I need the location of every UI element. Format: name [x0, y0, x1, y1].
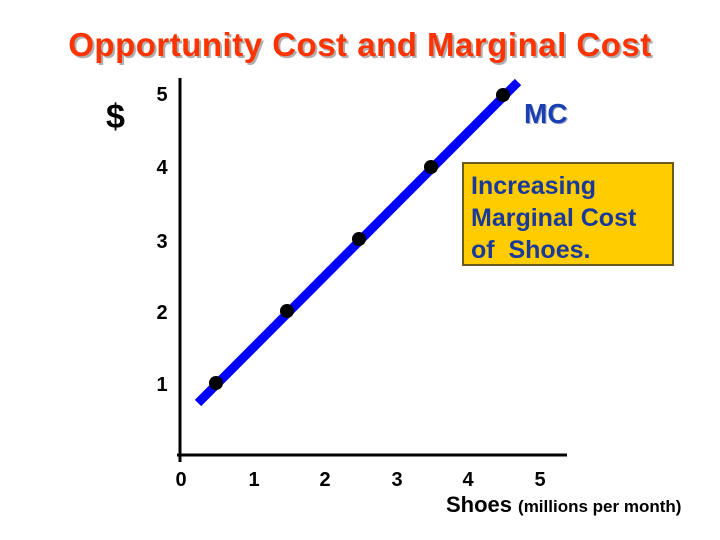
data-point: [209, 376, 223, 390]
x-axis-label-unit: (millions per month): [518, 497, 682, 516]
annotation-line: Increasing: [471, 172, 597, 200]
annotation-line: Marginal Cost: [471, 204, 637, 232]
x-tick-3: 3: [391, 469, 403, 491]
y-tick-3: 3: [156, 231, 168, 253]
annotation-box: Increasing Marginal Cost of Shoes.: [462, 162, 674, 266]
chart-title: Opportunity Cost and Marginal Cost: [68, 26, 652, 63]
mc-curve-label: MC: [524, 98, 568, 129]
y-tick-4: 4: [156, 157, 168, 179]
y-tick-5: 5: [156, 84, 168, 106]
data-point: [424, 160, 438, 174]
y-axis-label: $: [106, 98, 125, 136]
x-axis-label-main: Shoes: [446, 492, 513, 517]
y-tick-1: 1: [156, 374, 168, 396]
x-tick-1: 1: [248, 469, 260, 491]
x-tick-0: 0: [175, 469, 187, 491]
x-tick-5: 5: [534, 469, 546, 491]
x-axis-label: Shoes (millions per month): [446, 492, 681, 518]
data-point: [280, 304, 294, 318]
x-tick-2: 2: [319, 469, 331, 491]
data-point: [496, 88, 510, 102]
data-point: [352, 232, 366, 246]
x-tick-4: 4: [462, 469, 474, 491]
y-tick-2: 2: [156, 302, 168, 324]
annotation-line: of Shoes.: [471, 236, 591, 264]
